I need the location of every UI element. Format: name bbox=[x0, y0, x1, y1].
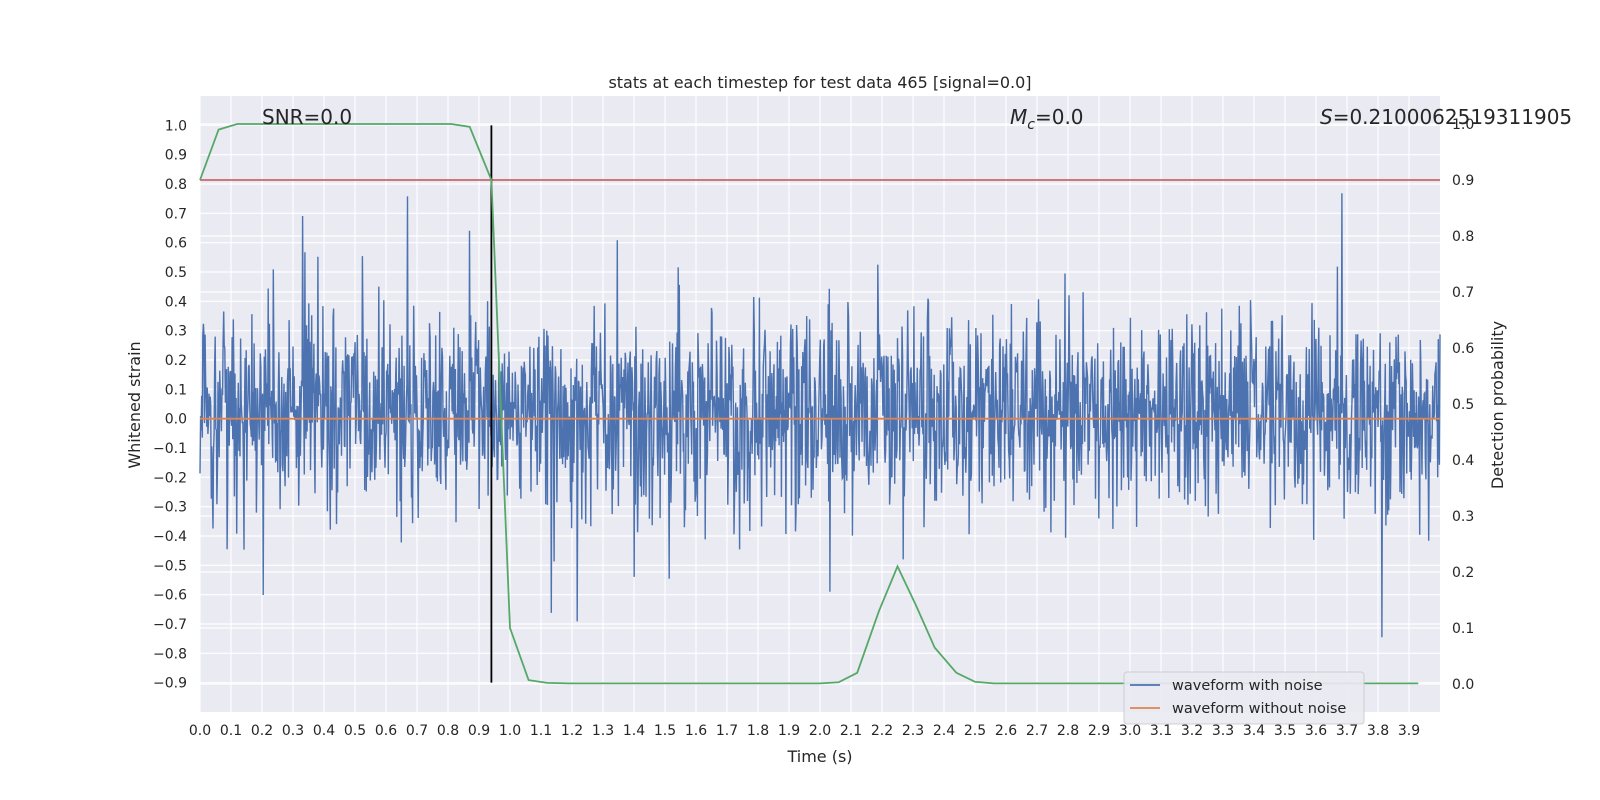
y2-tick-label: 0.3 bbox=[1452, 509, 1474, 525]
y2-tick-label: 0.4 bbox=[1452, 453, 1474, 469]
score-annotation: S=0.2100062519311905 bbox=[1320, 105, 1572, 129]
x-tick-label: 1.8 bbox=[747, 723, 769, 739]
legend-label-clean: waveform without noise bbox=[1172, 701, 1346, 717]
x-tick-label: 3.6 bbox=[1305, 723, 1327, 739]
x-tick-label: 1.3 bbox=[592, 723, 614, 739]
y-tick-label: 0.6 bbox=[165, 236, 187, 252]
x-tick-label: 0.7 bbox=[406, 723, 428, 739]
x-tick-label: 0.8 bbox=[437, 723, 459, 739]
x-tick-label: 1.2 bbox=[561, 723, 583, 739]
x-tick-label: 1.7 bbox=[716, 723, 738, 739]
x-tick-label: 3.2 bbox=[1181, 723, 1203, 739]
y-tick-label: −0.4 bbox=[153, 529, 187, 545]
y-tick-label: −0.7 bbox=[153, 617, 187, 633]
series-waveform-with-noise bbox=[199, 193, 1441, 638]
x-tick-label: 3.4 bbox=[1243, 723, 1265, 739]
y2-tick-label: 0.6 bbox=[1452, 341, 1474, 357]
y-tick-label: −0.1 bbox=[153, 441, 187, 457]
x-tick-label: 2.8 bbox=[1057, 723, 1079, 739]
x-tick-label: 3.9 bbox=[1398, 723, 1420, 739]
x-tick-label: 2.3 bbox=[902, 723, 924, 739]
x-tick-label: 2.2 bbox=[871, 723, 893, 739]
x-tick-label: 0.6 bbox=[375, 723, 397, 739]
x-tick-label: 2.7 bbox=[1026, 723, 1048, 739]
x-axis-label: Time (s) bbox=[786, 747, 852, 766]
y-tick-label: 0.2 bbox=[165, 353, 187, 369]
x-tick-label: 0.5 bbox=[344, 723, 366, 739]
y2-tick-label: 0.2 bbox=[1452, 565, 1474, 581]
snr-annotation: SNR=0.0 bbox=[262, 105, 352, 129]
x-tick-label: 2.4 bbox=[933, 723, 955, 739]
x-tick-label: 3.5 bbox=[1274, 723, 1296, 739]
x-tick-label: 3.7 bbox=[1336, 723, 1358, 739]
y2-axis-label: Detection probability bbox=[1488, 321, 1507, 489]
y2-axis-ticks: 1.0 0.9 0.8 0.7 0.6 0.5 0.4 0.3 0.2 0.1 0.0 bbox=[1452, 117, 1474, 693]
y-tick-label: 0.3 bbox=[165, 324, 187, 340]
y-tick-label: 0.8 bbox=[165, 177, 187, 193]
chirp-mass-annotation: Mc=0.0 bbox=[1010, 105, 1084, 133]
y-tick-label: 0.9 bbox=[165, 148, 187, 164]
x-tick-label: 1.4 bbox=[623, 723, 645, 739]
x-tick-label: 1.9 bbox=[778, 723, 800, 739]
x-tick-label: 3.8 bbox=[1367, 723, 1389, 739]
x-tick-label: 1.1 bbox=[530, 723, 552, 739]
x-tick-label: 2.9 bbox=[1088, 723, 1110, 739]
x-tick-label: 2.0 bbox=[809, 723, 831, 739]
x-tick-label: 2.6 bbox=[995, 723, 1017, 739]
y2-tick-label: 0.5 bbox=[1452, 397, 1474, 413]
x-tick-label: 2.5 bbox=[964, 723, 986, 739]
y-tick-label: −0.6 bbox=[153, 588, 187, 604]
x-tick-label: 3.0 bbox=[1119, 723, 1141, 739]
legend-label-noise: waveform with noise bbox=[1172, 678, 1323, 694]
x-tick-label: 0.4 bbox=[313, 723, 335, 739]
y2-tick-label: 0.7 bbox=[1452, 285, 1474, 301]
y2-tick-label: 0.9 bbox=[1452, 173, 1474, 189]
y-tick-label: −0.9 bbox=[153, 676, 187, 692]
x-tick-label: 0.2 bbox=[251, 723, 273, 739]
x-tick-label: 1.5 bbox=[654, 723, 676, 739]
x-tick-label: 3.1 bbox=[1150, 723, 1172, 739]
y2-tick-label: 0.8 bbox=[1452, 229, 1474, 245]
x-tick-label: 0.3 bbox=[282, 723, 304, 739]
y-tick-label: 0.7 bbox=[165, 206, 187, 222]
legend-box bbox=[1123, 671, 1365, 725]
y-tick-label: 1.0 bbox=[165, 118, 187, 134]
x-tick-label: 0.1 bbox=[220, 723, 242, 739]
y-tick-label: −0.3 bbox=[153, 500, 187, 516]
y-tick-label: 0.5 bbox=[165, 265, 187, 281]
x-tick-label: 1.0 bbox=[499, 723, 521, 739]
y2-tick-label: 0.0 bbox=[1452, 677, 1474, 693]
legend: waveform with noise waveform without noi… bbox=[1123, 671, 1365, 725]
y-tick-label: 0.0 bbox=[165, 412, 187, 428]
x-tick-label: 1.6 bbox=[685, 723, 707, 739]
y-axis-label: Whitened strain bbox=[125, 341, 144, 468]
y2-tick-label: 0.1 bbox=[1452, 621, 1474, 637]
y-axis-ticks: 1.0 0.9 0.8 0.7 0.6 0.5 0.4 0.3 0.2 0.1 0.0 −0.1 −0.… bbox=[153, 118, 187, 691]
x-tick-label: 2.1 bbox=[840, 723, 862, 739]
y-tick-label: −0.2 bbox=[153, 470, 187, 486]
y-tick-label: −0.5 bbox=[153, 558, 187, 574]
x-tick-label: 0.9 bbox=[468, 723, 490, 739]
x-tick-label: 3.3 bbox=[1212, 723, 1234, 739]
y-tick-label: −0.8 bbox=[153, 646, 187, 662]
x-tick-label: 0.0 bbox=[189, 723, 211, 739]
y-tick-label: 0.1 bbox=[165, 382, 187, 398]
y-tick-label: 0.4 bbox=[165, 294, 187, 310]
y2-tick-label: 1.0 bbox=[1452, 117, 1474, 133]
chart-title: stats at each timestep for test data 465… bbox=[608, 73, 1031, 92]
x-axis-ticks: 0.0 0.1 0.2 0.3 0.4 0.5 0.6 0.7 0.8 0.9 1.0 1.1 1.2 1… bbox=[189, 723, 1420, 739]
